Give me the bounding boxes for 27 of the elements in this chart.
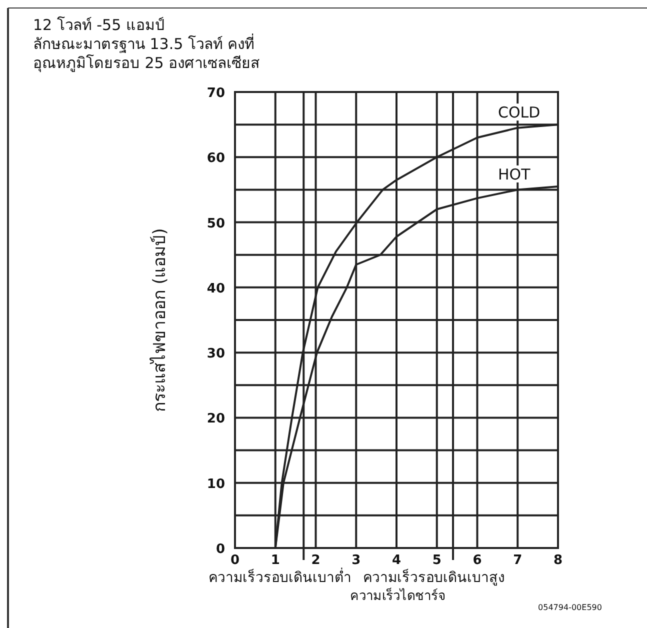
x-tick-label: 5 — [432, 553, 442, 568]
y-axis-title: กระแสไฟขาออก (แอมป์) — [149, 228, 170, 412]
x-tick-label: 4 — [392, 553, 402, 568]
x-tick-label: 6 — [472, 553, 482, 568]
ref-line-label: ความเร็วรอบเดินเบาต่ำ — [208, 568, 352, 586]
x-tick-label: 3 — [352, 553, 361, 568]
y-tick-label: 20 — [206, 412, 225, 427]
x-tick-label: 1 — [270, 553, 280, 568]
y-tick-label: 40 — [206, 281, 225, 296]
text: 12 โวลท์ -55 แอมป์ — [33, 16, 165, 34]
text: 054794-00E590 — [538, 603, 602, 612]
series-label: COLD — [498, 104, 540, 122]
y-tick-label: 70 — [206, 86, 225, 101]
y-tick-label: 60 — [206, 151, 225, 166]
y-tick-label: 30 — [206, 346, 225, 362]
y-tick-label: 50 — [206, 216, 225, 232]
x-tick-label: 0 — [230, 553, 240, 568]
chart-subtitle: ลักษณะมาตรฐาน 13.5 โวลท์ คงที่ — [33, 33, 255, 53]
series-label: HOT — [498, 165, 532, 184]
y-tick-label: 0 — [216, 542, 225, 557]
ref-line-label: ความเร็วรอบเดินเบาสูง — [363, 568, 506, 586]
text: อุณหภูมิโดยรอบ 25 องศาเซลเซียส — [33, 54, 260, 73]
x-tick-label: 7 — [513, 553, 522, 568]
x-tick-label: 2 — [311, 553, 320, 568]
y-tick-label: 10 — [206, 476, 225, 492]
x-tick-label: 8 — [553, 553, 563, 568]
text: ความเร็วไดชาร์จ — [350, 586, 446, 604]
